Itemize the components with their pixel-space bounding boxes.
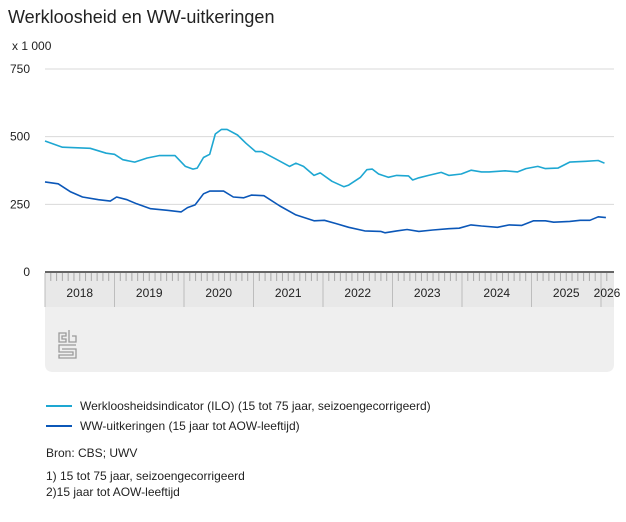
y-tick-label: 750 xyxy=(10,62,30,76)
legend-label: Werkloosheidsindicator (ILO) (15 tot 75 … xyxy=(80,399,431,413)
legend-swatch xyxy=(46,425,72,427)
series-line-ilo xyxy=(44,128,605,188)
x-tick-label: 2020 xyxy=(205,286,232,300)
y-tick-label: 500 xyxy=(10,130,30,144)
footnote-2: 2)15 jaar tot AOW-leeftijd xyxy=(46,485,180,499)
legend-item-ww[interactable]: WW-uitkeringen (15 jaar tot AOW-leeftijd… xyxy=(46,419,300,433)
x-tick-label: 2025 xyxy=(553,286,580,300)
x-tick-label: 2023 xyxy=(414,286,441,300)
y-tick-label: 250 xyxy=(10,197,30,211)
y-axis-unit: x 1 000 xyxy=(12,39,52,53)
legend-swatch xyxy=(46,405,72,407)
y-tick-label: 0 xyxy=(23,265,30,279)
x-tick-label: 2024 xyxy=(483,286,510,300)
chart-title: Werkloosheid en WW-uitkeringen xyxy=(8,7,275,27)
footnote-1: 1) 15 tot 75 jaar, seizoengecorrigeerd xyxy=(46,469,245,483)
series-line-ww xyxy=(44,181,606,234)
legend-label: WW-uitkeringen (15 jaar tot AOW-leeftijd… xyxy=(80,419,300,433)
x-tick-label: 2019 xyxy=(136,286,163,300)
x-tick-label: 2022 xyxy=(344,286,371,300)
legend-item-ilo[interactable]: Werkloosheidsindicator (ILO) (15 tot 75 … xyxy=(46,399,431,413)
source-note: Bron: CBS; UWV xyxy=(46,446,138,460)
x-axis-band xyxy=(45,272,614,307)
x-tick-label: 2018 xyxy=(66,286,93,300)
x-tick-label: 2021 xyxy=(275,286,302,300)
x-tick-label: 2026 xyxy=(594,286,621,300)
cbs-logo-icon xyxy=(58,330,77,359)
